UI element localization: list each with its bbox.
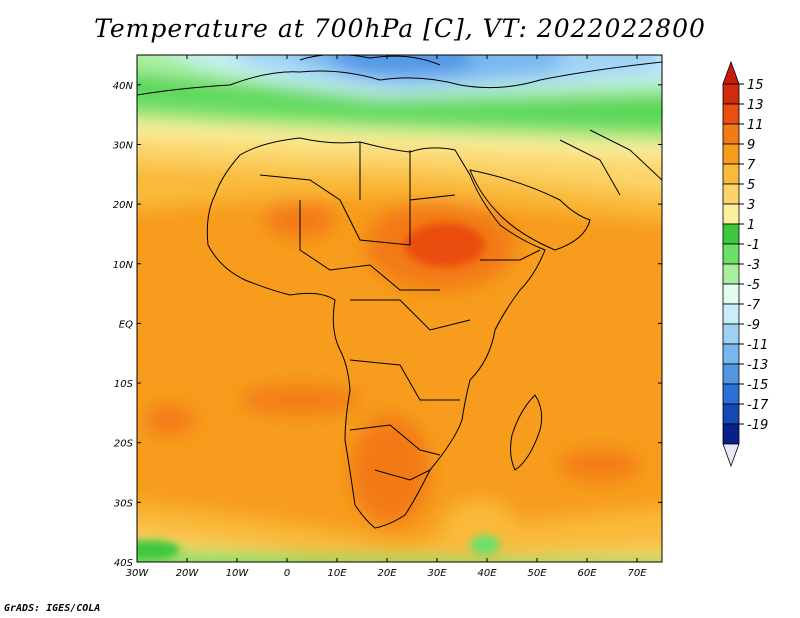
coastlines (137, 55, 662, 529)
colorbar-label: 7 (747, 158, 756, 173)
map-frame (136, 54, 663, 563)
lat-tick-label: 20N (113, 200, 134, 211)
lon-tick-label: 30W (126, 568, 150, 579)
colorbar-label: -19 (747, 418, 768, 433)
lon-tick-label: 10W (226, 568, 250, 579)
lon-tick-label: 20E (377, 568, 397, 579)
colorbar-box (722, 323, 740, 345)
lon-axis: 30W 20W 10W 0 10E 20E 30E 40E 50E 60E 70E (126, 55, 647, 579)
colorbar-label: -13 (747, 358, 768, 373)
lat-axis: 40N 30N 20N 10N EQ 10S 20S 30S 40S (113, 81, 662, 569)
lat-tick-label: EQ (119, 319, 133, 330)
colorbar-box (722, 103, 740, 125)
lat-tick-label: 30S (114, 498, 134, 509)
lon-tick-label: 0 (284, 568, 290, 579)
colorbar-top-arrow (722, 60, 740, 85)
colorbar-box (722, 383, 740, 405)
colorbar-label: -7 (747, 298, 761, 313)
colorbar: 15 13 11 9 7 5 3 1 -1 -3 -5 -7 -9 -11 -13 -15 -17 -19 (722, 60, 769, 468)
colorbar-label: 3 (747, 198, 755, 213)
colorbar-box (722, 283, 740, 305)
colorbar-label: -1 (747, 238, 760, 253)
colorbar-label: 11 (747, 118, 764, 133)
chart-title: Temperature at 700hPa [C], VT: 202202280… (94, 14, 706, 43)
lat-tick-label: 30N (113, 140, 134, 151)
lat-tick-label: 10S (114, 379, 134, 390)
colorbar-box (722, 163, 740, 185)
colorbar-box (722, 423, 740, 445)
colorbar-box (722, 343, 740, 365)
colorbar-box (722, 223, 740, 245)
colorbar-label: -15 (747, 378, 768, 393)
colorbar-label: 1 (747, 218, 755, 233)
colorbar-box (722, 363, 740, 385)
colorbar-label: -5 (747, 278, 760, 293)
lon-tick-label: 60E (577, 568, 597, 579)
lat-tick-label: 40S (114, 558, 134, 569)
colorbar-box (722, 183, 740, 205)
colorbar-label: -17 (747, 398, 769, 413)
lon-tick-label: 50E (527, 568, 547, 579)
colorbar-label: -3 (747, 258, 760, 273)
colorbar-label: -9 (747, 318, 760, 333)
lat-tick-label: 20S (114, 439, 134, 450)
colorbar-label: 9 (747, 138, 755, 153)
colorbar-bottom-arrow (722, 443, 740, 468)
colorbar-box (722, 123, 740, 145)
colorbar-box (722, 263, 740, 285)
colorbar-label: 15 (747, 78, 764, 93)
colorbar-box (722, 243, 740, 265)
lat-tick-label: 40N (113, 81, 134, 92)
colorbar-box (722, 203, 740, 225)
lat-tick-label: 10N (113, 260, 134, 271)
lon-tick-label: 10E (327, 568, 347, 579)
lon-tick-label: 40E (477, 568, 497, 579)
colorbar-box (722, 303, 740, 325)
temperature-field (137, 55, 662, 562)
colorbar-box (722, 403, 740, 425)
lon-tick-label: 70E (627, 568, 647, 579)
colorbar-label: 5 (747, 178, 755, 193)
lon-tick-label: 20W (176, 568, 200, 579)
colorbar-box (722, 83, 740, 105)
lon-tick-label: 30E (427, 568, 447, 579)
colorbar-label: 13 (747, 98, 764, 113)
colorbar-label: -11 (747, 338, 768, 353)
credit-text: GrADS: IGES/COLA (4, 603, 101, 614)
colorbar-box (722, 143, 740, 165)
